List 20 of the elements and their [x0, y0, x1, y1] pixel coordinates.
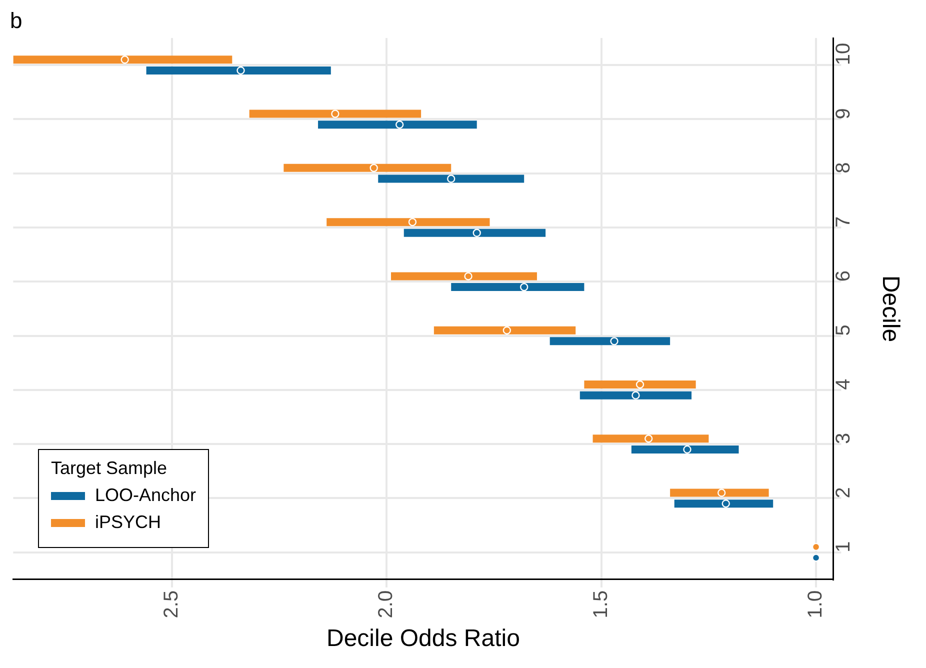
y-tick-label: 9: [832, 108, 855, 120]
text: b: [10, 8, 22, 34]
x-axis-title: Decile Odds Ratio: [326, 625, 520, 652]
y-tick-label: 2: [832, 487, 855, 498]
y-tick-label: 10: [832, 42, 855, 66]
x-tick-label: 1.5: [590, 590, 612, 618]
x-tick-label: 1.0: [804, 590, 827, 618]
legend-label: iPSYCH: [95, 512, 162, 533]
y-tick-label: 6: [832, 270, 855, 282]
legend-title: Target Sample: [51, 458, 168, 479]
y-axis-title: Decile: [876, 275, 904, 342]
y-tick-label: 5: [832, 324, 855, 336]
y-tick-label: 7: [832, 216, 855, 228]
x-tick-label: 2.0: [375, 590, 398, 618]
y-tick-label: 8: [832, 162, 855, 174]
legend-label: LOO-Anchor: [95, 485, 196, 506]
y-tick-label: 1: [832, 541, 855, 552]
y-tick-label: 3: [832, 432, 855, 444]
y-tick-label: 4: [832, 378, 855, 390]
x-tick-label: 2.5: [160, 590, 183, 618]
